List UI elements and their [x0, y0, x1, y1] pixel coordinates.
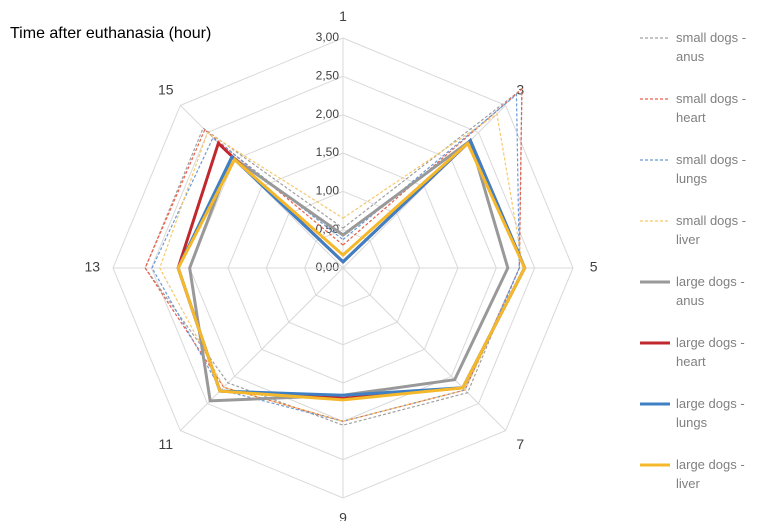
category-label: 7 — [516, 436, 524, 452]
legend-label: large dogs - lungs — [676, 396, 745, 430]
legend-swatch — [640, 463, 670, 467]
category-label: 1 — [339, 8, 347, 24]
r-tick-label: 3,00 — [316, 30, 340, 44]
legend: small dogs - anus small dogs - heart small… — [640, 28, 760, 516]
r-tick-label: 1,50 — [316, 145, 340, 159]
legend-item: small dogs - heart — [640, 89, 760, 150]
legend-swatch — [640, 220, 670, 222]
legend-swatch — [640, 402, 670, 406]
legend-swatch — [640, 159, 670, 161]
series-line — [176, 138, 527, 397]
category-label: 13 — [85, 259, 101, 275]
legend-item: small dogs - lungs — [640, 150, 760, 211]
legend-item: large dogs - liver — [640, 455, 760, 516]
legend-item: small dogs - liver — [640, 211, 760, 272]
legend-swatch — [640, 280, 670, 284]
category-label: 15 — [158, 81, 174, 97]
spoke — [180, 267, 344, 431]
legend-label: large dogs - heart — [676, 335, 745, 369]
legend-item: large dogs - anus — [640, 272, 760, 333]
category-label: 5 — [590, 259, 598, 275]
legend-label: small dogs - liver — [676, 213, 747, 247]
r-tick-label: 2,50 — [316, 69, 340, 83]
legend-item: large dogs - heart — [640, 333, 760, 394]
series-line — [176, 140, 527, 402]
spoke — [342, 267, 506, 431]
legend-item: large dogs - lungs — [640, 394, 760, 455]
legend-swatch — [640, 37, 670, 39]
series-line — [144, 87, 523, 422]
r-tick-label: 0,00 — [316, 260, 340, 274]
series-line — [144, 87, 523, 426]
category-label: 3 — [516, 81, 524, 97]
chart-title: Time after euthanasia (hour) — [10, 25, 211, 42]
chart: Time after euthanasia (hour) 0,000,501,0… — [10, 8, 598, 521]
legend-swatch — [640, 98, 670, 100]
legend-label: small dogs - anus — [676, 30, 747, 64]
legend-label: small dogs - lungs — [676, 152, 747, 186]
series-line — [159, 113, 524, 422]
category-label: 11 — [158, 436, 173, 452]
category-label: 9 — [339, 509, 347, 521]
spoke — [342, 105, 506, 269]
r-tick-label: 1,00 — [316, 184, 340, 198]
legend-label: small dogs - heart — [676, 91, 747, 125]
legend-label: large dogs - liver — [676, 457, 745, 491]
series-line — [151, 93, 520, 422]
legend-label: large dogs - anus — [676, 274, 745, 308]
series-line — [176, 138, 527, 400]
legend-item: small dogs - anus — [640, 28, 760, 89]
legend-swatch — [640, 341, 670, 345]
r-tick-label: 2,00 — [316, 107, 340, 121]
